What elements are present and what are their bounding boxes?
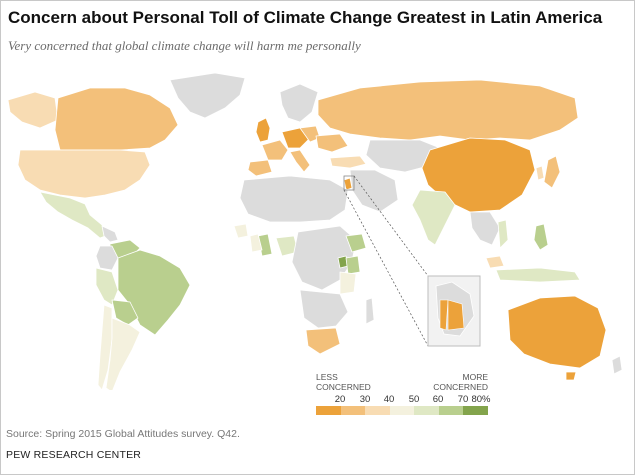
region-ethiopia	[345, 233, 367, 253]
region-indonesia	[495, 267, 581, 283]
region-mexico	[39, 191, 109, 239]
legend-tick: 60	[432, 394, 444, 405]
region-australia	[507, 295, 607, 369]
region-canada	[54, 87, 179, 151]
region-vietnam	[497, 219, 509, 249]
region-levant	[343, 177, 353, 191]
legend-more-label: MORE CONCERNED	[433, 372, 488, 392]
region-senegal	[233, 223, 249, 239]
legend-color-bar	[316, 406, 489, 415]
region-italy	[289, 149, 311, 173]
region-colombia	[95, 245, 119, 271]
region-spain	[247, 159, 273, 177]
legend-swatch	[365, 406, 390, 415]
world-map	[7, 72, 623, 390]
region-south-africa	[305, 327, 341, 355]
legend-tick: 30	[359, 394, 371, 405]
inset-levant	[343, 175, 481, 347]
region-germany	[281, 127, 311, 149]
region-tanzania	[339, 271, 357, 295]
region-central-asia	[365, 139, 441, 173]
region-alaska	[7, 91, 59, 129]
region-central-america	[101, 225, 119, 243]
region-france	[261, 139, 289, 161]
region-kenya	[345, 255, 361, 275]
region-middle-east	[349, 169, 399, 213]
region-north-africa	[239, 175, 349, 223]
region-turkey	[329, 155, 367, 169]
region-peru	[95, 267, 119, 306]
region-uk	[255, 117, 271, 143]
region-southeast-asia	[469, 211, 501, 246]
legend-tick: 50	[408, 394, 420, 405]
region-new-zealand	[611, 355, 623, 375]
region-korea	[535, 165, 545, 181]
legend-tick: 40	[383, 394, 395, 405]
region-ukraine	[315, 133, 349, 153]
region-madagascar	[365, 297, 375, 325]
legend-swatch	[463, 406, 489, 415]
region-southern-africa	[299, 289, 349, 329]
legend: LESS CONCERNED MORE CONCERNED 20 30 40 5…	[316, 372, 491, 418]
region-tasmania	[565, 371, 577, 381]
region-russia	[317, 79, 579, 141]
region-burkina	[249, 233, 263, 253]
region-argentina	[105, 317, 141, 390]
region-bolivia	[111, 299, 139, 326]
region-usa	[17, 149, 151, 199]
chart-subtitle: Very concerned that global climate chang…	[8, 38, 361, 53]
legend-ticks: 20 30 40 50 60 70 80%	[316, 394, 491, 406]
legend-less-label: LESS CONCERNED	[316, 372, 371, 392]
legend-tick: 70	[457, 394, 469, 405]
region-scandinavia	[279, 83, 319, 123]
chart-title: Concern about Personal Toll of Climate C…	[8, 8, 603, 27]
legend-swatch	[438, 406, 464, 415]
region-malaysia	[485, 255, 505, 269]
legend-tick: 80%	[471, 394, 491, 405]
region-japan	[543, 155, 561, 189]
region-greenland	[169, 72, 246, 119]
legend-swatch	[316, 406, 341, 415]
region-india	[411, 189, 456, 246]
region-philippines	[533, 223, 549, 251]
organization-name: PEW RESEARCH CENTER	[6, 449, 142, 461]
legend-tick: 20	[334, 394, 346, 405]
source-note: Source: Spring 2015 Global Attitudes sur…	[6, 428, 240, 440]
region-china	[421, 137, 536, 213]
legend-swatch	[414, 406, 439, 415]
legend-swatch	[389, 406, 415, 415]
legend-swatch	[340, 406, 366, 415]
